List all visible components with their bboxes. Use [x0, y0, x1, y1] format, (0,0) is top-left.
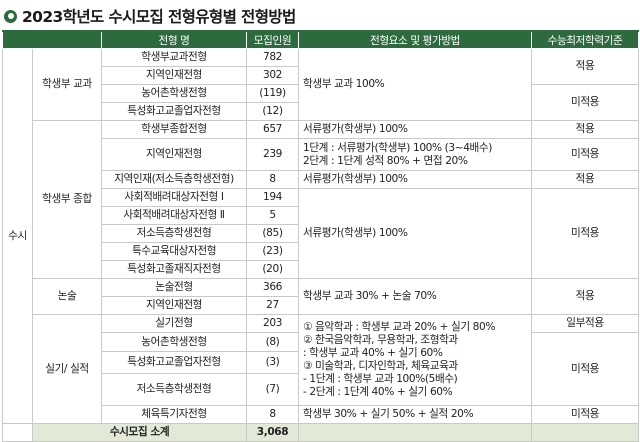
table-row: 학생부 종합 학생부종합전형 657 서류평가(학생부) 100% 적용	[3, 120, 639, 279]
quota-cell: 8	[246, 405, 299, 424]
method-cell: 학생부 30% + 실기 50% + 실적 20%	[298, 405, 532, 424]
header-minimum: 수능최저학력기준	[531, 30, 639, 49]
quota-cell: (85)	[246, 224, 299, 243]
table-row: 논술 논술전형 366 학생부 교과 30% + 논술 70% 적용	[3, 278, 639, 315]
method-cell: 서류평가(학생부) 100%	[298, 120, 532, 139]
group-cell: 논술	[32, 278, 102, 315]
quota-cell: 194	[246, 188, 299, 207]
total-value: 3,068	[246, 423, 299, 442]
quota-cell: (7)	[246, 373, 299, 406]
method-cell: ① 음악학과 : 학생부 교과 20% + 실기 80% ② 한국음악학과, 무…	[298, 314, 532, 406]
type-cell: 특성화고교졸업자전형	[101, 351, 247, 374]
quota-cell: (12)	[246, 102, 299, 121]
title-text: 2023학년도 수시모집 전형유형별 전형방법	[22, 8, 296, 26]
table-row: 체육특기자전형 8 학생부 30% + 실기 50% + 실적 20% 미적용	[3, 405, 639, 424]
group-cell: 학생부 종합	[32, 120, 102, 279]
quota-cell: 5	[246, 206, 299, 225]
method-cell: 학생부 교과 100%	[298, 48, 532, 121]
minimum-cell: 미적용	[531, 332, 639, 406]
header-cell-empty	[2, 30, 102, 49]
minimum-cell: 미적용	[531, 405, 639, 424]
quota-cell: (3)	[246, 351, 299, 374]
table-header-row: 전형 명 모집인원 전형요소 및 평가방법 수능최저학력기준	[2, 30, 639, 49]
type-cell: 지역인재전형	[101, 66, 247, 85]
title-bullet-icon	[4, 9, 17, 23]
header-type: 전형 명	[101, 30, 247, 49]
method-cell: 서류평가(학생부) 100%	[298, 170, 532, 189]
table-row: 농어촌학생전형 (8) 미적용	[3, 332, 639, 406]
type-cell: 사회적배려대상자전형 Ⅱ	[101, 206, 247, 225]
method-cell: 1단계 : 서류평가(학생부) 100% (3~4배수) 2단계 : 1단계 성적…	[298, 138, 532, 171]
type-cell: 지역인재전형	[101, 138, 247, 171]
minimum-cell: 일부적용	[531, 314, 639, 333]
table-row: 특성화고졸재직자전형 (20)	[3, 260, 639, 279]
admission-table: 전형 명 모집인원 전형요소 및 평가방법 수능최저학력기준 수시 학생부 교과…	[2, 30, 639, 442]
total-empty	[531, 423, 639, 442]
total-row: 수시모집 소계 3,068	[2, 423, 639, 442]
type-cell: 학생부교과전형	[101, 48, 247, 67]
quota-cell: (8)	[246, 332, 299, 352]
type-cell: 농어촌학생전형	[101, 84, 247, 103]
quota-cell: (119)	[246, 84, 299, 103]
page-title: 2023학년도 수시모집 전형유형별 전형방법	[4, 4, 296, 28]
quota-cell: 27	[246, 296, 299, 315]
type-cell: 특성화고교졸업자전형	[101, 102, 247, 121]
type-cell: 실기전형	[101, 314, 247, 333]
table-row: 실기/ 실적 실기전형 203 ① 음악학과 : 학생부 교과 20% + 실기…	[3, 314, 639, 424]
method-cell: 서류평가(학생부) 100%	[298, 188, 532, 279]
quota-cell: 366	[246, 278, 299, 297]
table-row: 수시 학생부 교과 학생부교과전형 782 학생부 교과 100% 적용	[2, 48, 639, 424]
type-cell: 사회적배려대상자전형 Ⅰ	[101, 188, 247, 207]
total-label: 수시모집 소계	[32, 423, 247, 442]
minimum-cell: 미적용	[531, 188, 639, 279]
minimum-cell: 적용	[531, 48, 639, 85]
table-row: 지역인재(저소득층학생전형) 8 서류평가(학생부) 100% 적용	[3, 170, 639, 189]
table-row: 사회적배려대상자전형 Ⅰ 194 서류평가(학생부) 100% 미적용	[3, 188, 639, 279]
session-cell: 수시	[2, 48, 33, 424]
type-cell: 저소득층학생전형	[101, 373, 247, 406]
minimum-cell: 적용	[531, 170, 639, 189]
total-empty	[298, 423, 532, 442]
group-cell: 학생부 교과	[32, 48, 102, 121]
method-cell: 학생부 교과 30% + 논술 70%	[298, 278, 532, 315]
quota-cell: 203	[246, 314, 299, 333]
type-cell: 학생부종합전형	[101, 120, 247, 139]
group-cell: 실기/ 실적	[32, 314, 102, 424]
quota-cell: (23)	[246, 242, 299, 261]
quota-cell: 239	[246, 138, 299, 171]
quota-cell: 302	[246, 66, 299, 85]
type-cell: 농어촌학생전형	[101, 332, 247, 352]
type-cell: 특성화고졸재직자전형	[101, 260, 247, 279]
type-cell: 지역인재(저소득층학생전형)	[101, 170, 247, 189]
quota-cell: 8	[246, 170, 299, 189]
quota-cell: 657	[246, 120, 299, 139]
minimum-cell: 적용	[531, 120, 639, 139]
quota-cell: 782	[246, 48, 299, 67]
minimum-cell: 적용	[531, 278, 639, 315]
quota-cell: (20)	[246, 260, 299, 279]
minimum-cell: 미적용	[531, 84, 639, 121]
minimum-cell: 미적용	[531, 138, 639, 171]
table-row: 지역인재전형 27	[3, 296, 639, 315]
type-cell: 지역인재전형	[101, 296, 247, 315]
table-row: 저소득층학생전형 (85)	[3, 224, 639, 243]
table-row: 특수교육대상자전형 (23)	[3, 242, 639, 261]
type-cell: 특수교육대상자전형	[101, 242, 247, 261]
header-quota: 모집인원	[246, 30, 299, 49]
total-blank	[2, 423, 33, 442]
type-cell: 체육특기자전형	[101, 405, 247, 424]
type-cell: 저소득층학생전형	[101, 224, 247, 243]
header-method: 전형요소 및 평가방법	[298, 30, 532, 49]
type-cell: 논술전형	[101, 278, 247, 297]
